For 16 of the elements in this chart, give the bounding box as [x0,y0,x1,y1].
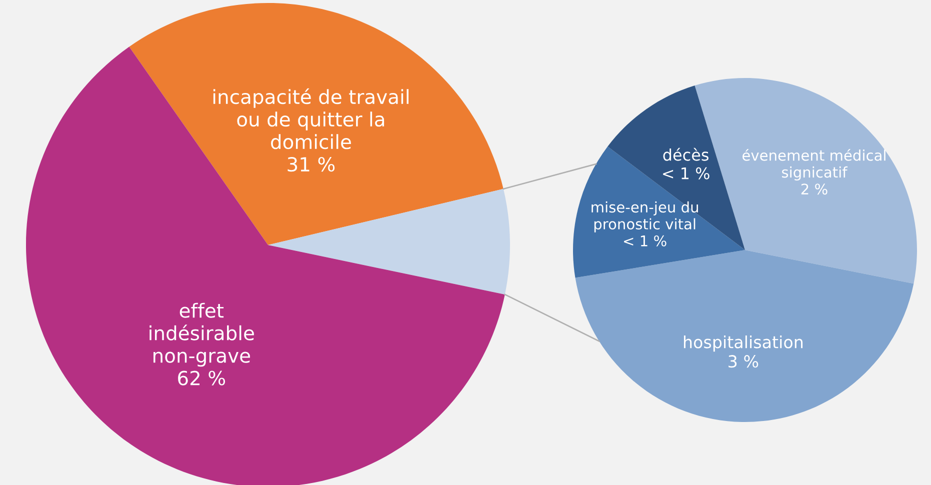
pie-slice [575,250,914,422]
data-label: 2 % [801,184,828,195]
slice-label: effet indésirable non-grave [150,302,254,367]
pie-slice [26,46,505,485]
data-label: 3 % [728,355,758,368]
slice-label: évenement médical signicatif [742,148,886,181]
pie-slice [268,188,510,294]
data-label: 62 % [178,370,226,386]
slice-label: mise-en-jeu du pronostic vital [592,201,698,232]
data-label: < 1 % [624,235,666,246]
slice-label: hospitalisation [684,335,803,352]
pie-slice [129,3,504,245]
data-label: < 1 % [663,167,710,180]
slice-label: décès [663,148,708,161]
slice-label: incapacité de travail ou de quitter la domicile [213,88,408,150]
data-label: 31 % [288,156,335,172]
